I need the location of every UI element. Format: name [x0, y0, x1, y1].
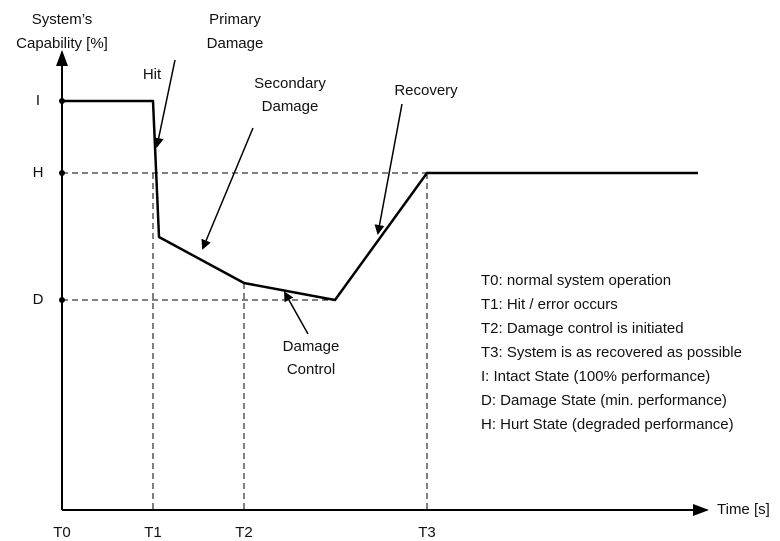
legend-entry: H: Hurt State (degraded performance)	[481, 416, 734, 433]
level-label: D	[33, 291, 44, 308]
arrow	[153, 59, 176, 148]
time-label: T0	[53, 524, 71, 541]
legend-entry: T2: Damage control is initiated	[481, 320, 684, 337]
level-dot	[59, 170, 65, 176]
y-axis-label: Capability [%]	[16, 35, 108, 52]
legend-entry: T0: normal system operation	[481, 272, 671, 289]
time-label: T2	[235, 524, 253, 541]
arrow	[201, 127, 254, 250]
annotation: Secondary	[254, 75, 326, 92]
legend-entry: T3: System is as recovered as possible	[481, 344, 742, 361]
annotation: Damage	[283, 338, 340, 355]
annotation: Control	[287, 361, 335, 378]
annotation: Primary	[209, 11, 261, 28]
annotation: Hit	[143, 66, 162, 83]
annotation: Damage	[262, 98, 319, 115]
level-label: I	[36, 92, 40, 109]
level-dot	[59, 98, 65, 104]
level-label: H	[33, 164, 44, 181]
capability-curve	[62, 99, 698, 302]
legend-entry: D: Damage State (min. performance)	[481, 392, 727, 409]
time-label: T1	[144, 524, 162, 541]
y-axis-label: System’s	[32, 11, 93, 28]
x-axis-label: Time [s]	[717, 501, 770, 518]
annotation: Recovery	[394, 82, 458, 99]
time-label: T3	[418, 524, 436, 541]
arrow	[374, 103, 403, 235]
legend-entry: I: Intact State (100% performance)	[481, 368, 710, 385]
annotation: Damage	[207, 35, 264, 52]
arrow	[284, 291, 309, 335]
legend-entry: T1: Hit / error occurs	[481, 296, 618, 313]
level-dot	[59, 297, 65, 303]
